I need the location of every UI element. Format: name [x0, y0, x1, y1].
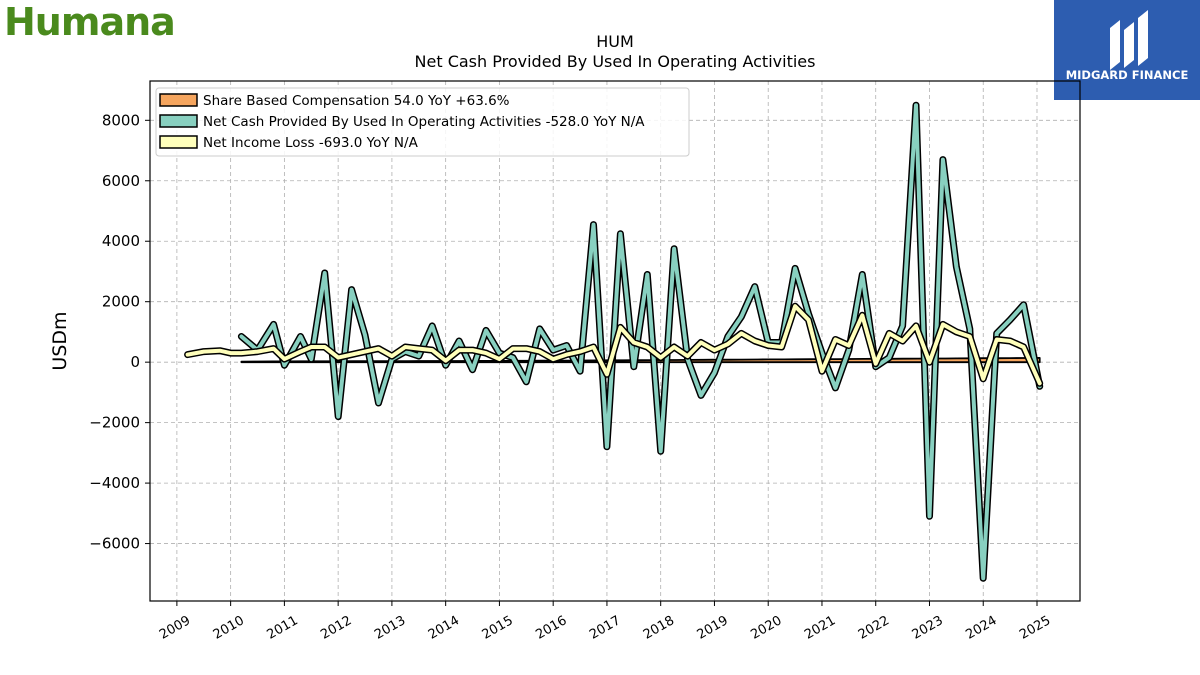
chart-title: HUM	[596, 32, 634, 51]
watermark-logo-icon	[1054, 0, 1200, 100]
y-tick-label: 2000	[102, 293, 140, 311]
x-tick-label: 2009	[157, 613, 193, 643]
x-tick-label: 2019	[695, 613, 731, 643]
legend-label: Share Based Compensation 54.0 YoY +63.6%	[203, 93, 510, 109]
y-tick-label: −4000	[89, 474, 140, 492]
brand-logo: Humana	[4, 0, 176, 44]
series-line-net-income-loss	[185, 304, 1042, 386]
x-tick-label: 2012	[318, 613, 354, 643]
x-tick-label: 2016	[533, 613, 569, 643]
legend-swatch	[159, 135, 198, 149]
x-tick-label: 2024	[963, 613, 999, 643]
legend-swatch	[159, 114, 198, 128]
legend-box	[155, 87, 690, 157]
y-tick-label: −2000	[89, 414, 140, 432]
y-tick-label: −6000	[89, 535, 140, 553]
y-tick-label: 6000	[102, 172, 140, 190]
y-tick-label: 8000	[102, 111, 140, 129]
watermark-text: MIDGARD FINANCE	[1065, 68, 1189, 82]
x-tick-label: 2011	[265, 613, 301, 643]
series-line-net-cash-operating	[239, 103, 1042, 581]
x-tick-label: 2013	[372, 613, 408, 643]
y-tick-label: 0	[130, 353, 140, 371]
legend-label: Net Cash Provided By Used In Operating A…	[203, 114, 645, 130]
y-axis-label: USDm	[49, 311, 71, 370]
x-tick-label: 2020	[748, 613, 784, 643]
series-area-share-based-compensation	[240, 357, 1041, 364]
x-tick-label: 2022	[856, 613, 892, 643]
x-tick-label: 2025	[1017, 613, 1053, 643]
x-tick-label: 2015	[480, 613, 516, 643]
x-tick-label: 2014	[426, 613, 462, 643]
x-tick-label: 2023	[910, 613, 946, 643]
legend-label: Net Income Loss -693.0 YoY N/A	[203, 135, 419, 151]
x-tick-label: 2010	[211, 613, 247, 643]
x-tick-label: 2018	[641, 613, 677, 643]
y-tick-label: 4000	[102, 232, 140, 250]
legend-swatch	[159, 93, 198, 107]
plot-frame	[149, 80, 1081, 602]
x-tick-label: 2017	[587, 613, 623, 643]
chart-subtitle: Net Cash Provided By Used In Operating A…	[414, 52, 816, 71]
x-tick-label: 2021	[802, 613, 838, 643]
watermark-badge: MIDGARD FINANCE	[1054, 0, 1200, 100]
